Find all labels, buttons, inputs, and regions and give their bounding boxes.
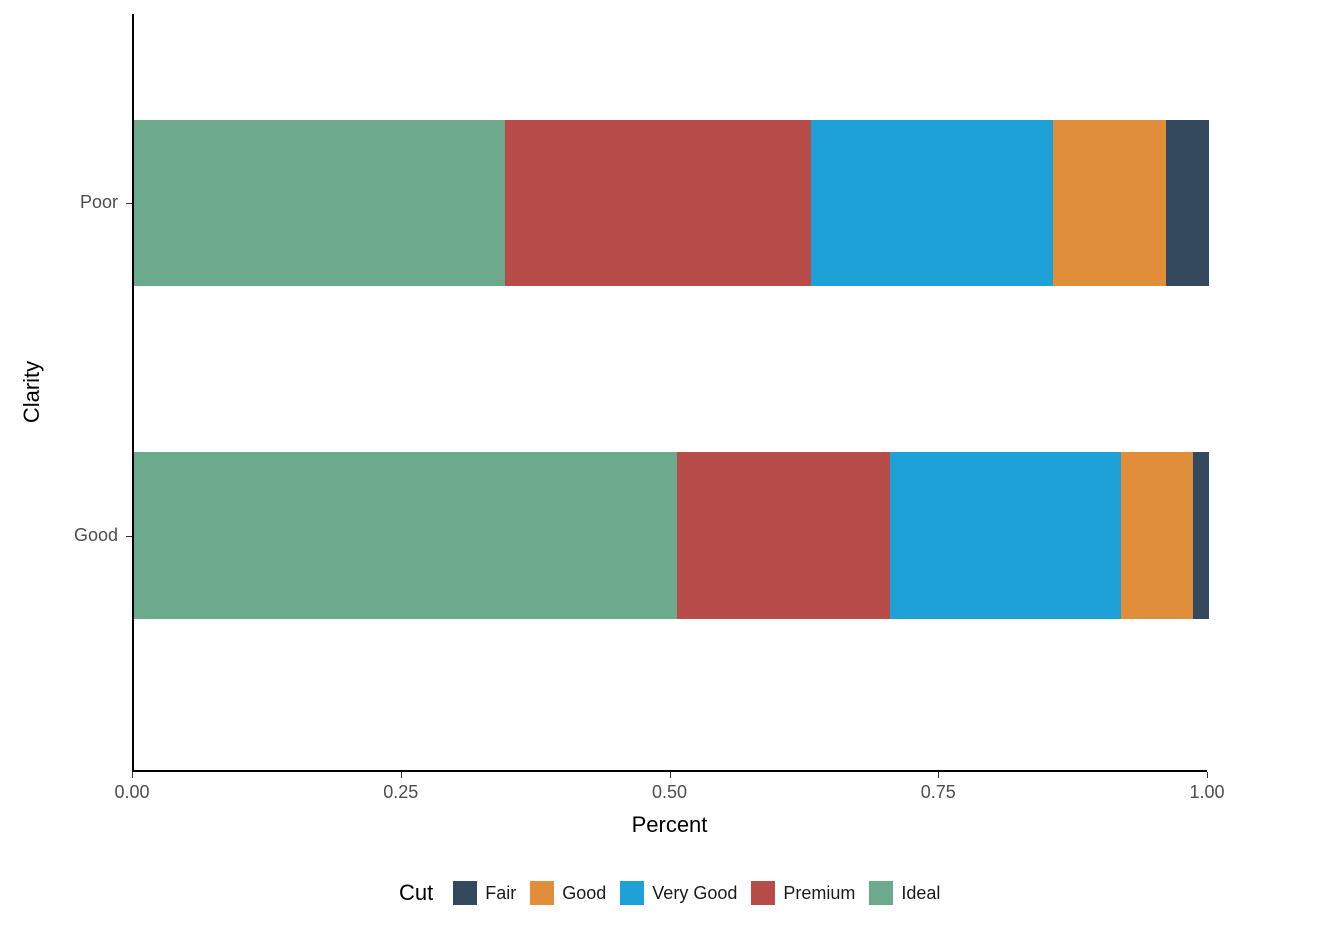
legend-swatch bbox=[453, 881, 477, 905]
bar-row bbox=[134, 120, 1209, 286]
bar-segment bbox=[134, 120, 505, 286]
legend: Cut Fair Good Very Good Premium Ideal bbox=[399, 880, 940, 906]
x-tick-mark bbox=[938, 772, 939, 778]
x-tick-mark bbox=[401, 772, 402, 778]
x-tick-mark bbox=[132, 772, 133, 778]
x-tick-label: 0.00 bbox=[114, 782, 149, 803]
legend-label: Good bbox=[562, 883, 606, 904]
legend-label: Ideal bbox=[901, 883, 940, 904]
bar-row bbox=[134, 452, 1209, 618]
legend-swatch bbox=[530, 881, 554, 905]
y-tick-label: Poor bbox=[0, 192, 118, 213]
x-tick-label: 0.75 bbox=[921, 782, 956, 803]
legend-swatch bbox=[751, 881, 775, 905]
bar-segment bbox=[677, 452, 890, 618]
legend-item: Very Good bbox=[620, 881, 737, 905]
bar-segment bbox=[505, 120, 811, 286]
x-tick-label: 0.50 bbox=[652, 782, 687, 803]
y-tick-label: Good bbox=[0, 525, 118, 546]
bar-segment bbox=[1053, 120, 1166, 286]
legend-label: Very Good bbox=[652, 883, 737, 904]
x-axis-title: Percent bbox=[632, 812, 708, 838]
bar-segment bbox=[1121, 452, 1193, 618]
chart-container: Percent Clarity Cut Fair Good Very Good Pre… bbox=[0, 0, 1344, 940]
y-tick-mark bbox=[126, 203, 132, 204]
x-tick-label: 1.00 bbox=[1189, 782, 1224, 803]
legend-item: Good bbox=[530, 881, 606, 905]
legend-swatch bbox=[869, 881, 893, 905]
y-axis-title: Clarity bbox=[19, 361, 45, 423]
bar-segment bbox=[1193, 452, 1209, 618]
bar-segment bbox=[811, 120, 1053, 286]
bar-segment bbox=[1166, 120, 1209, 286]
x-tick-mark bbox=[670, 772, 671, 778]
legend-label: Premium bbox=[783, 883, 855, 904]
legend-item: Premium bbox=[751, 881, 855, 905]
y-tick-mark bbox=[126, 536, 132, 537]
x-tick-mark bbox=[1207, 772, 1208, 778]
bar-segment bbox=[134, 452, 677, 618]
legend-swatch bbox=[620, 881, 644, 905]
legend-item: Fair bbox=[453, 881, 516, 905]
bar-segment bbox=[890, 452, 1121, 618]
x-tick-label: 0.25 bbox=[383, 782, 418, 803]
legend-title: Cut bbox=[399, 880, 433, 906]
legend-item: Ideal bbox=[869, 881, 940, 905]
legend-label: Fair bbox=[485, 883, 516, 904]
